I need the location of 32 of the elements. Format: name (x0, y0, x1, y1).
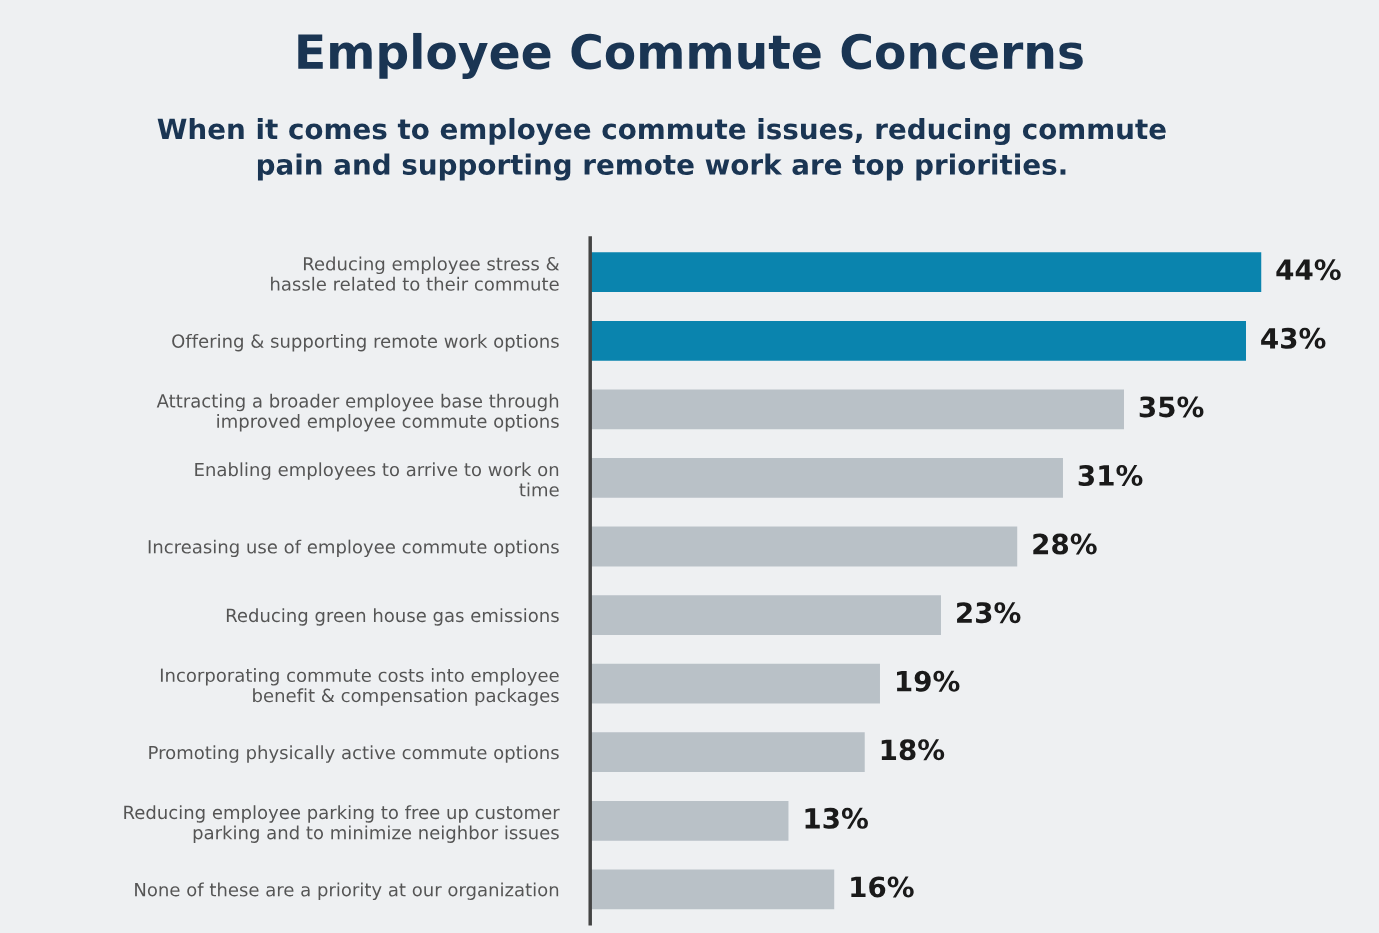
y-tick-label: Reducing employee stress & hassle related to their commute (271, 256, 560, 291)
bar (590, 320, 1246, 361)
y-tick-label: Reducing green house gas emissions (226, 608, 559, 626)
bar (590, 389, 1124, 430)
y-tick-label: Reducing employee parking to free up customer parking and to minimize neighbor issues (124, 805, 560, 843)
bar (590, 800, 789, 841)
bar (590, 663, 880, 704)
data-label: 28% (1033, 533, 1097, 555)
data-label: 13% (805, 807, 868, 829)
chart-subtitle: When it comes to employee commute issues, reducing commute pain and supporting remote work are top priorities. (157, 117, 1166, 181)
data-label: 31% (1078, 464, 1143, 486)
data-label: 23% (957, 602, 1021, 624)
y-tick-label: Incorporating commute costs into employee benefit & compensation packages (160, 668, 559, 706)
y-tick-label: Offering & supporting remote work options (172, 333, 559, 352)
bar (590, 869, 835, 910)
y-tick-label: None of these are a priority at our organization (135, 882, 559, 900)
bar (590, 252, 1262, 293)
data-label: 19% (897, 670, 960, 692)
data-label: 44% (1276, 259, 1341, 281)
data-label: 18% (881, 739, 945, 761)
y-tick-label: Promoting physically active commute options (149, 745, 559, 763)
bar (590, 458, 1063, 498)
data-label: 16% (851, 876, 914, 898)
y-tick-label: Enabling employees to arrive to work on time (195, 462, 559, 497)
data-label: 35% (1139, 396, 1204, 418)
y-tick-label: Increasing use of employee commute options (148, 539, 559, 558)
y-tick-label: Attracting a broader employee base through improved employee commute options (156, 393, 559, 432)
bar (590, 732, 865, 773)
bar (590, 595, 941, 635)
chart-title: Employee Commute Concerns (298, 32, 1083, 80)
bar (590, 526, 1018, 567)
data-label: 43% (1261, 327, 1326, 349)
